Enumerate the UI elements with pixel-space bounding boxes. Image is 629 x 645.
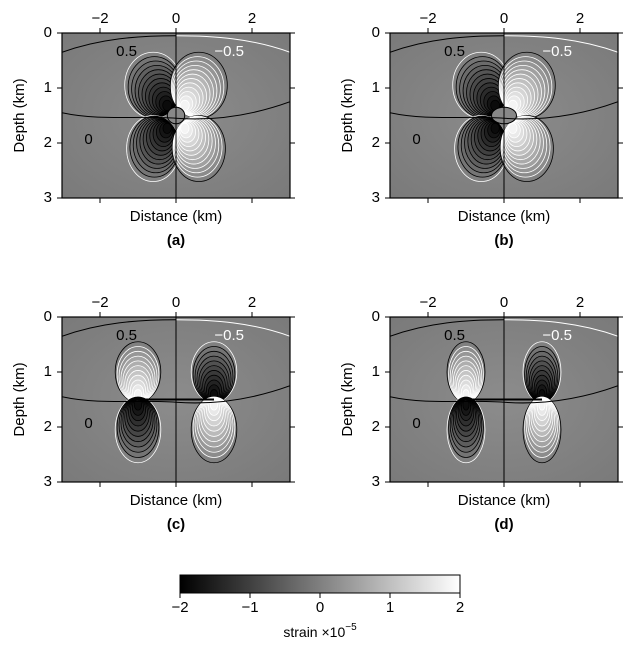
outer-contour [503, 35, 618, 53]
x-tick-label: −2 [419, 294, 436, 311]
colorbar-label: strain ×10−5 [283, 622, 357, 640]
y-tick-label: 0 [372, 308, 380, 325]
contour-lobe [162, 122, 172, 134]
panel-label: (b) [494, 232, 513, 249]
colorbar [179, 574, 461, 594]
field [62, 317, 290, 482]
x-axis-label: Distance (km) [458, 492, 551, 509]
contour-lobe [538, 398, 546, 411]
y-axis-label: Depth (km) [339, 362, 356, 436]
contour-label: −0.5 [542, 43, 572, 60]
y-tick-label: 0 [372, 24, 380, 41]
colorbar-tick-label: −2 [171, 599, 188, 616]
y-tick-label: 0 [44, 24, 52, 41]
y-tick-label: 1 [372, 79, 380, 96]
contour-label: 0 [412, 415, 420, 432]
y-tick-label: 2 [44, 134, 52, 151]
outer-contour [390, 35, 505, 53]
outer-contour [62, 319, 177, 337]
outer-contour [175, 35, 290, 53]
y-axis-label: Depth (km) [11, 78, 28, 152]
y-tick-label: 3 [372, 473, 380, 490]
colorbar-tick-label: 2 [456, 599, 464, 616]
contour-label: 0.5 [116, 327, 137, 344]
contour-label: −0.5 [214, 43, 244, 60]
x-tick-label: −2 [91, 10, 108, 27]
x-tick-label: 0 [500, 294, 508, 311]
colorbar-label-exponent: −5 [345, 622, 357, 633]
contour-label: −0.5 [542, 327, 572, 344]
contour-label: 0.5 [444, 43, 465, 60]
panel: 0.5 −0.5 0 −2 0 2 0 1 2 3 Distance (km) Depth (km) (… [339, 294, 623, 533]
contour-label: 0.5 [116, 43, 137, 60]
x-tick-label: 2 [248, 10, 256, 27]
outer-contour [62, 35, 177, 53]
x-axis-label: Distance (km) [130, 208, 223, 225]
panel-label: (c) [167, 516, 185, 533]
x-tick-label: −2 [91, 294, 108, 311]
x-tick-label: 2 [576, 294, 584, 311]
contour-lobe [508, 122, 518, 134]
x-tick-label: 0 [172, 294, 180, 311]
x-axis-label: Distance (km) [130, 492, 223, 509]
contour-label: 0 [84, 131, 92, 148]
y-tick-label: 1 [44, 363, 52, 380]
y-axis-label: Depth (km) [339, 78, 356, 152]
colorbar-tick-label: 0 [316, 599, 324, 616]
panel: 0.5 −0.5 0 −2 0 2 0 1 2 3 Distance (km) Depth (km) (… [11, 10, 295, 249]
contour-label: 0 [412, 131, 420, 148]
contour-lobe [180, 99, 190, 111]
y-tick-label: 1 [372, 363, 380, 380]
colorbar-tick-label: −1 [241, 599, 258, 616]
x-axis-label: Distance (km) [458, 208, 551, 225]
contour-lobe [180, 122, 190, 134]
y-tick-label: 2 [372, 134, 380, 151]
colorbar-label-text: strain ×10 [283, 624, 345, 640]
contour-label: −0.5 [214, 327, 244, 344]
contour-label: 0 [84, 415, 92, 432]
x-tick-label: 2 [576, 10, 584, 27]
x-tick-label: 0 [500, 10, 508, 27]
field [62, 33, 290, 198]
panel: 0.5 −0.5 0 −2 0 2 0 1 2 3 Distance (km) Depth (km) (… [11, 294, 295, 533]
y-tick-label: 3 [372, 189, 380, 206]
contour-label: 0.5 [444, 327, 465, 344]
outer-contour [390, 319, 505, 337]
y-tick-label: 2 [44, 418, 52, 435]
field [390, 33, 618, 198]
y-tick-label: 3 [44, 189, 52, 206]
field [390, 317, 618, 482]
colorbar-tick-label: 1 [386, 599, 394, 616]
contour-lobe [209, 398, 219, 411]
y-axis-label: Depth (km) [11, 362, 28, 436]
y-tick-label: 2 [372, 418, 380, 435]
contour-lobe [490, 122, 500, 134]
panel: 0.5 −0.5 0 −2 0 2 0 1 2 3 Distance (km) Depth (km) (… [339, 10, 623, 249]
outer-contour [503, 319, 618, 337]
x-tick-label: 0 [172, 10, 180, 27]
panel-label: (d) [494, 516, 513, 533]
outer-contour [175, 319, 290, 337]
y-tick-label: 3 [44, 473, 52, 490]
y-tick-label: 0 [44, 308, 52, 325]
y-tick-label: 1 [44, 79, 52, 96]
contour-lobe [162, 99, 172, 111]
x-tick-label: 2 [248, 294, 256, 311]
x-tick-label: −2 [419, 10, 436, 27]
panel-label: (a) [167, 232, 185, 249]
